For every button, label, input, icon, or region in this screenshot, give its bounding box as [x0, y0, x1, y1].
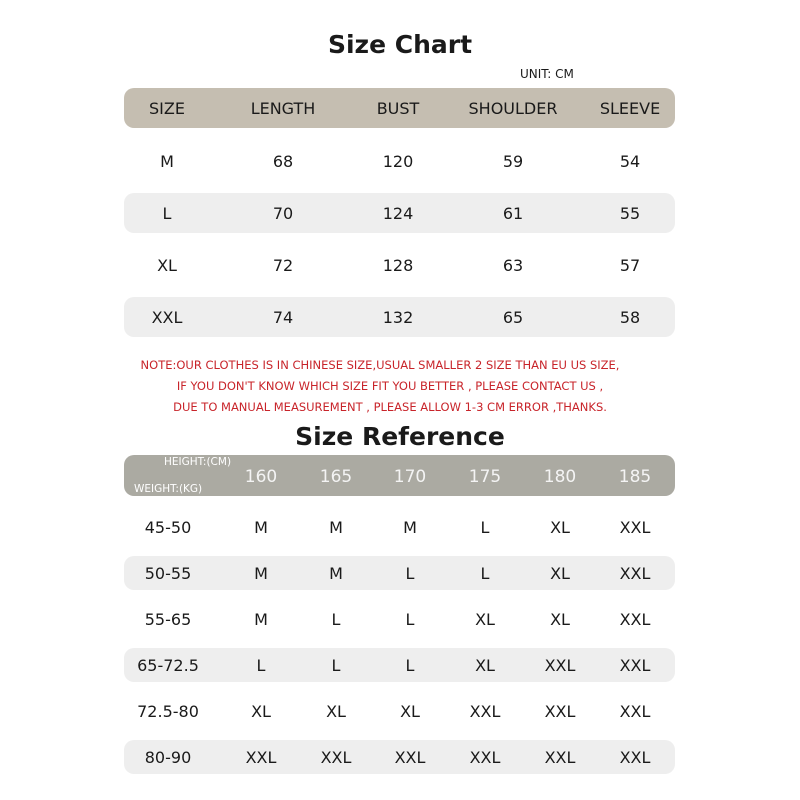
table-cell: XXL: [469, 701, 501, 721]
height-cell: 180: [543, 467, 577, 487]
table-cell: XXL: [245, 747, 277, 767]
table-cell: XL: [475, 609, 495, 629]
table-cell: M: [160, 151, 174, 171]
table-cell: L: [405, 609, 415, 629]
table-row: 50-55 M M L L XL XXL: [124, 556, 675, 590]
table-row: 80-90 XXL XXL XXL XXL XXL XXL: [124, 740, 675, 774]
table-cell: L: [405, 563, 415, 583]
table-cell: 50-55: [144, 563, 192, 583]
size-reference-title: Size Reference: [295, 422, 505, 451]
table-cell: XXL: [394, 747, 426, 767]
unit-label: UNIT: CM: [520, 67, 574, 81]
table-cell: 45-50: [144, 517, 192, 537]
table-cell: XXL: [619, 609, 651, 629]
table-row: XXL 74 132 65 58: [124, 297, 675, 337]
height-cell: 175: [468, 467, 502, 487]
table-cell: 63: [502, 255, 524, 275]
header-cell: BUST: [376, 98, 420, 118]
note-line-3: DUE TO MANUAL MEASUREMENT , PLEASE ALLOW…: [173, 400, 607, 414]
table-cell: 120: [382, 151, 414, 171]
table-cell: XL: [550, 609, 570, 629]
table-cell: 57: [619, 255, 641, 275]
table-cell: 132: [382, 307, 414, 327]
header-cell: SHOULDER: [468, 98, 558, 118]
header-cell: SLEEVE: [599, 98, 661, 118]
table-cell: L: [480, 563, 490, 583]
table-cell: L: [331, 655, 341, 675]
height-cell: 170: [393, 467, 427, 487]
table-cell: XXL: [619, 655, 651, 675]
table-cell: XXL: [544, 655, 576, 675]
table-cell: M: [329, 517, 343, 537]
height-label: HEIGHT:(CM): [164, 456, 232, 468]
height-cell: 160: [244, 467, 278, 487]
table-cell: 68: [272, 151, 294, 171]
table-cell: 55: [619, 203, 641, 223]
table-cell: XXL: [619, 563, 651, 583]
table-cell: 70: [272, 203, 294, 223]
table-row: 72.5-80 XL XL XL XXL XXL XXL: [124, 694, 675, 728]
table-row: 45-50 M M M L XL XXL: [124, 510, 675, 544]
table-cell: XL: [326, 701, 346, 721]
table-cell: 65: [502, 307, 524, 327]
table-cell: XXL: [544, 747, 576, 767]
note-line-2: IF YOU DON'T KNOW WHICH SIZE FIT YOU BET…: [176, 379, 604, 393]
table-cell: L: [331, 609, 341, 629]
table-cell: 72: [272, 255, 294, 275]
table-row: L 70 124 61 55: [124, 193, 675, 233]
table-cell: XL: [550, 517, 570, 537]
table-cell: XXL: [619, 701, 651, 721]
table-cell: 55-65: [144, 609, 192, 629]
table-cell: XXL: [619, 747, 651, 767]
table-cell: XL: [400, 701, 420, 721]
table-cell: M: [254, 517, 268, 537]
table-cell: M: [403, 517, 417, 537]
size-chart-title: Size Chart: [327, 30, 473, 59]
table-cell: 59: [502, 151, 524, 171]
table-cell: 65-72.5: [137, 655, 199, 675]
table-cell: M: [254, 609, 268, 629]
size-reference-header: HEIGHT:(CM) WEIGHT:(KG) 160 165 170 175 180 185: [124, 455, 675, 496]
table-cell: XXL: [544, 701, 576, 721]
table-cell: L: [162, 203, 172, 223]
header-cell: SIZE: [149, 98, 185, 118]
header-cell: LENGTH: [250, 98, 316, 118]
table-cell: XXL: [469, 747, 501, 767]
table-cell: 74: [272, 307, 294, 327]
table-cell: 54: [619, 151, 641, 171]
table-cell: XL: [475, 655, 495, 675]
table-cell: 80-90: [144, 747, 192, 767]
table-cell: 61: [502, 203, 524, 223]
spacer: [124, 496, 675, 510]
table-cell: 72.5-80: [137, 701, 199, 721]
table-cell: XXL: [151, 307, 183, 327]
note-line-1: NOTE:OUR CLOTHES IS IN CHINESE SIZE,USUA…: [140, 358, 620, 372]
table-cell: XL: [550, 563, 570, 583]
table-cell: XXL: [619, 517, 651, 537]
table-row: XL 72 128 63 57: [124, 245, 675, 285]
height-cell: 185: [618, 467, 652, 487]
height-cell: 165: [319, 467, 353, 487]
table-cell: 128: [382, 255, 414, 275]
size-reference-table: HEIGHT:(CM) WEIGHT:(KG) 160 165 170 175 180 185…: [124, 455, 675, 786]
table-cell: M: [254, 563, 268, 583]
table-cell: L: [256, 655, 266, 675]
table-cell: M: [329, 563, 343, 583]
table-row: 55-65 M L L XL XL XXL: [124, 602, 675, 636]
table-cell: XXL: [320, 747, 352, 767]
table-row: 65-72.5 L L L XL XXL XXL: [124, 648, 675, 682]
table-cell: L: [405, 655, 415, 675]
table-cell: 58: [619, 307, 641, 327]
spacer: [124, 128, 675, 141]
table-cell: 124: [382, 203, 414, 223]
table-cell: L: [480, 517, 490, 537]
weight-label: WEIGHT:(KG): [134, 483, 203, 495]
table-cell: XL: [251, 701, 271, 721]
table-row: M 68 120 59 54: [124, 141, 675, 181]
size-chart-header: SIZE LENGTH BUST SHOULDER SLEEVE: [124, 88, 675, 128]
size-chart-table: SIZE LENGTH BUST SHOULDER SLEEVE M 68 120 59 54 L 7…: [124, 88, 675, 349]
table-cell: XL: [157, 255, 177, 275]
